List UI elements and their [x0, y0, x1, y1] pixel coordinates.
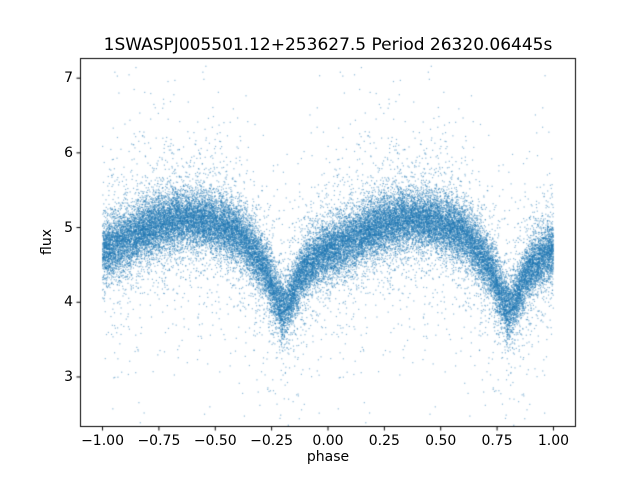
x-tick-label: 0.50	[425, 433, 457, 449]
x-tick-label: 0.25	[368, 433, 400, 449]
x-tick-label: −0.50	[193, 433, 237, 449]
y-tick-label: 3	[64, 368, 73, 385]
y-tick-label: 4	[64, 294, 73, 311]
figure-title: 1SWASPJ005501.12+253627.5 Period 26320.0…	[103, 35, 553, 55]
x-tick-label: 1.00	[537, 433, 570, 449]
y-tick-label: 6	[64, 144, 73, 161]
x-tick-label: −0.75	[137, 433, 181, 449]
y-tick-label: 7	[64, 70, 73, 87]
x-tick-label: 0.75	[481, 433, 513, 449]
x-tick-label: 0.00	[312, 433, 344, 449]
x-axis-label: phase	[306, 449, 350, 465]
x-tick-label: −1.00	[81, 433, 124, 449]
y-tick-label: 5	[64, 219, 73, 236]
x-tick-label: −0.25	[250, 433, 294, 449]
